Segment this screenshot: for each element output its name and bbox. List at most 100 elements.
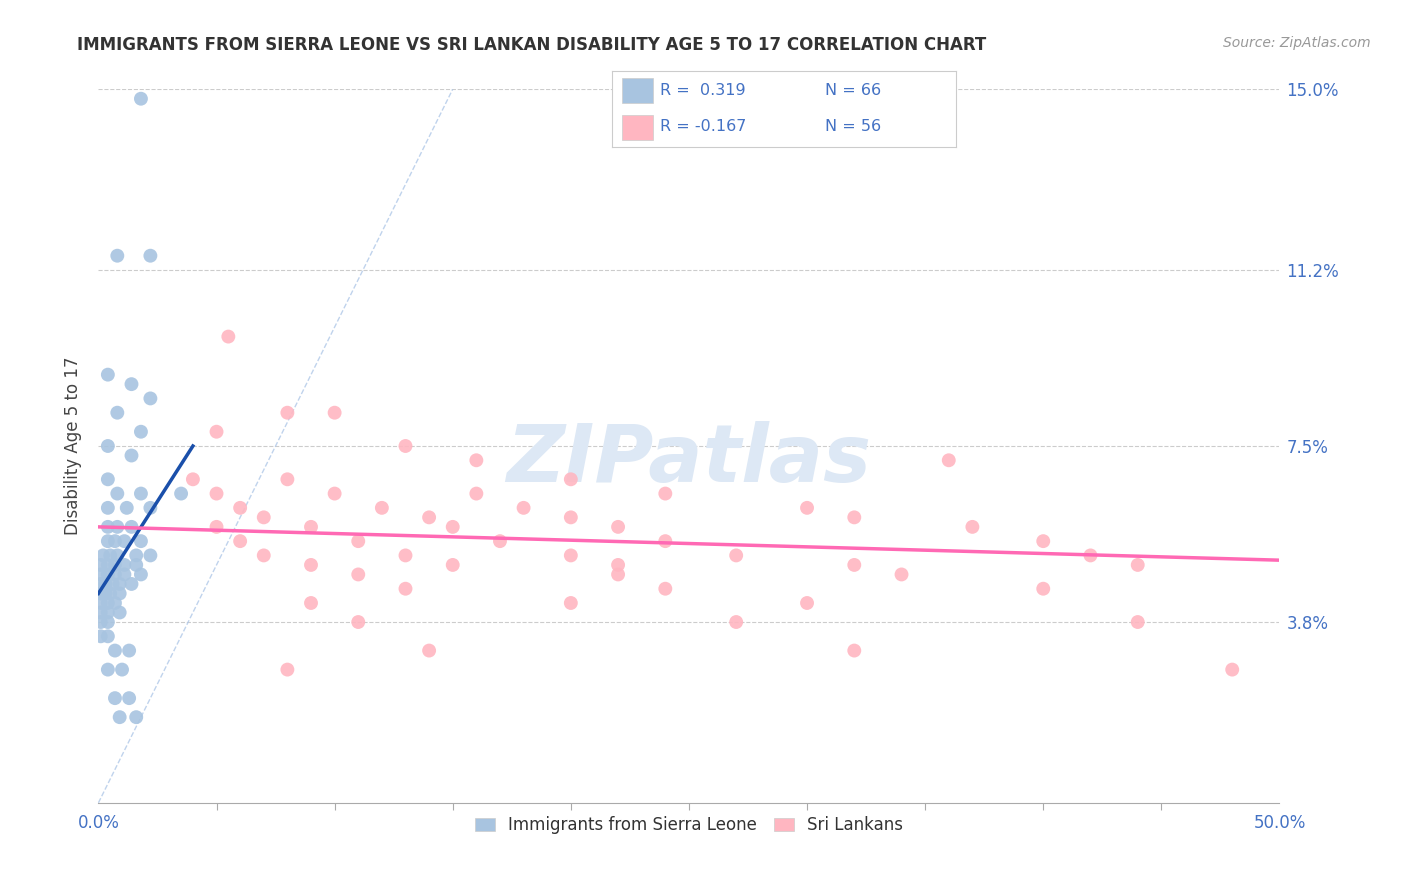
Point — [121, 520, 143, 534]
Point — [394, 439, 416, 453]
Point — [97, 520, 120, 534]
Point — [229, 500, 252, 515]
Point — [97, 534, 120, 549]
Point — [938, 453, 960, 467]
Point — [276, 472, 298, 486]
Point — [441, 520, 464, 534]
Point — [217, 329, 239, 343]
Point — [181, 472, 204, 486]
Point — [139, 549, 162, 563]
Point — [111, 663, 134, 677]
Point — [229, 534, 252, 549]
Point — [97, 472, 120, 486]
Point — [90, 558, 112, 572]
Point — [104, 567, 127, 582]
Point — [347, 615, 370, 629]
Point — [90, 586, 112, 600]
Point — [170, 486, 193, 500]
Point — [125, 549, 148, 563]
Point — [607, 567, 630, 582]
Point — [129, 92, 152, 106]
Point — [607, 558, 630, 572]
Point — [512, 500, 534, 515]
Point — [299, 596, 322, 610]
Point — [91, 549, 114, 563]
Point — [205, 520, 228, 534]
Point — [465, 486, 488, 500]
Point — [104, 691, 127, 706]
Text: N = 66: N = 66 — [825, 83, 882, 98]
Point — [607, 520, 630, 534]
Point — [394, 549, 416, 563]
Point — [104, 643, 127, 657]
Point — [323, 406, 346, 420]
Point — [844, 510, 866, 524]
Point — [97, 629, 120, 643]
Point — [104, 534, 127, 549]
Point — [108, 586, 131, 600]
Point — [139, 392, 162, 406]
Point — [94, 577, 117, 591]
Point — [105, 520, 128, 534]
Legend: Immigrants from Sierra Leone, Sri Lankans: Immigrants from Sierra Leone, Sri Lankan… — [468, 810, 910, 841]
Point — [90, 606, 112, 620]
Point — [94, 586, 117, 600]
Point — [844, 643, 866, 657]
Point — [108, 577, 131, 591]
Point — [97, 500, 120, 515]
Point — [489, 534, 512, 549]
Point — [112, 558, 135, 572]
Point — [129, 534, 152, 549]
Point — [97, 558, 120, 572]
Point — [104, 558, 127, 572]
Point — [299, 520, 322, 534]
Point — [465, 453, 488, 467]
Point — [560, 596, 582, 610]
Point — [101, 577, 124, 591]
Point — [347, 534, 370, 549]
Point — [121, 377, 143, 392]
Point — [844, 558, 866, 572]
Point — [125, 710, 148, 724]
Point — [105, 406, 128, 420]
Point — [253, 549, 276, 563]
Point — [90, 567, 112, 582]
Point — [129, 486, 152, 500]
Point — [97, 368, 120, 382]
Y-axis label: Disability Age 5 to 17: Disability Age 5 to 17 — [65, 357, 83, 535]
Point — [560, 549, 582, 563]
Point — [560, 510, 582, 524]
Point — [796, 596, 818, 610]
Point — [129, 567, 152, 582]
Point — [97, 567, 120, 582]
Text: IMMIGRANTS FROM SIERRA LEONE VS SRI LANKAN DISABILITY AGE 5 TO 17 CORRELATION CH: IMMIGRANTS FROM SIERRA LEONE VS SRI LANK… — [77, 36, 987, 54]
Point — [394, 582, 416, 596]
Point — [205, 425, 228, 439]
Point — [276, 663, 298, 677]
Text: R =  0.319: R = 0.319 — [659, 83, 745, 98]
Point — [1126, 558, 1149, 572]
Point — [1126, 615, 1149, 629]
Point — [299, 558, 322, 572]
Point — [97, 596, 120, 610]
Point — [105, 486, 128, 500]
Point — [118, 691, 141, 706]
Point — [962, 520, 984, 534]
Point — [108, 710, 131, 724]
Point — [796, 500, 818, 515]
Point — [121, 577, 143, 591]
Point — [112, 567, 135, 582]
Point — [139, 500, 162, 515]
Point — [90, 596, 112, 610]
Point — [105, 549, 128, 563]
Point — [118, 643, 141, 657]
Point — [253, 510, 276, 524]
Point — [418, 510, 440, 524]
Point — [347, 567, 370, 582]
Point — [560, 472, 582, 486]
Text: R = -0.167: R = -0.167 — [659, 120, 747, 134]
Point — [371, 500, 394, 515]
Point — [139, 249, 162, 263]
Point — [104, 596, 127, 610]
Point — [1032, 582, 1054, 596]
